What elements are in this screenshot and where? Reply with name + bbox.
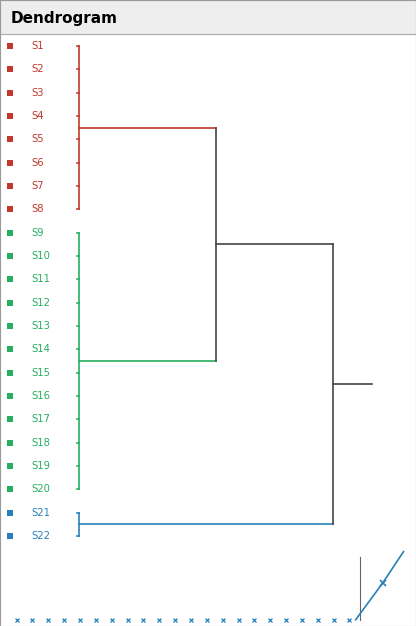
Text: S13: S13 [31,321,50,331]
Text: S8: S8 [31,205,44,215]
Text: S14: S14 [31,344,50,354]
Text: S7: S7 [31,181,44,191]
Text: S19: S19 [31,461,50,471]
Text: S9: S9 [31,228,44,238]
Text: S18: S18 [31,438,50,448]
Text: S10: S10 [31,251,50,261]
Text: S21: S21 [31,508,50,518]
Text: S22: S22 [31,531,50,541]
Text: S20: S20 [31,485,50,495]
Text: S11: S11 [31,274,50,284]
Text: S3: S3 [31,88,44,98]
Text: Dendrogram: Dendrogram [10,11,117,26]
Text: S15: S15 [31,367,50,377]
Text: S12: S12 [31,298,50,308]
Text: S17: S17 [31,414,50,424]
Text: S6: S6 [31,158,44,168]
Text: S5: S5 [31,135,44,145]
Text: S2: S2 [31,64,44,74]
Text: S4: S4 [31,111,44,121]
Text: S1: S1 [31,41,44,51]
Text: S16: S16 [31,391,50,401]
